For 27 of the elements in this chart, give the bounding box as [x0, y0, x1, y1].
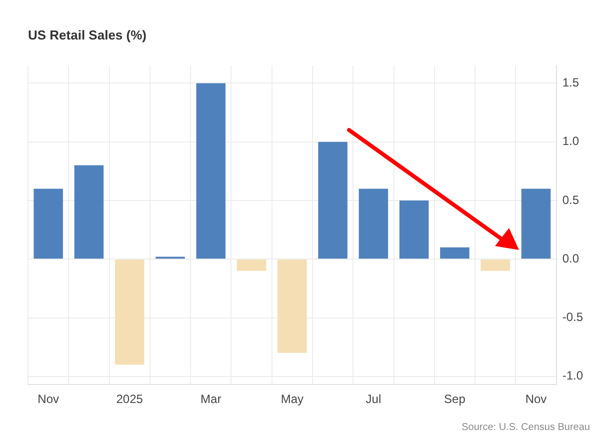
- x-tick-label: Sep: [444, 392, 466, 406]
- bar: [399, 200, 429, 259]
- bar: [521, 188, 551, 259]
- x-tick-label: Jul: [366, 392, 382, 406]
- bar: [440, 247, 470, 259]
- bar: [236, 260, 266, 271]
- y-tick-label: -0.5: [562, 310, 584, 324]
- x-tick-label: 2025: [116, 392, 144, 406]
- chart-title: US Retail Sales (%): [28, 27, 146, 42]
- y-tick-label: 0.0: [562, 251, 580, 266]
- x-tick-label: Nov: [38, 392, 59, 406]
- bar: [114, 260, 144, 365]
- bar: [34, 188, 63, 259]
- y-tick-label: -1.0: [562, 368, 584, 383]
- y-tick-label: 1.5: [562, 76, 580, 90]
- bar: [278, 260, 307, 353]
- bar: [358, 188, 388, 259]
- bar: [480, 260, 510, 271]
- bar: [196, 83, 226, 259]
- y-tick-label: 0.5: [562, 192, 580, 207]
- y-tick-label: 1.0: [562, 134, 580, 148]
- bar: [74, 165, 104, 259]
- x-tick-label: Mar: [200, 392, 222, 406]
- bar: [318, 142, 348, 259]
- source-note: Source: U.S. Census Bureau: [462, 422, 590, 433]
- x-tick-label: May: [280, 392, 304, 406]
- x-tick-label: Nov: [525, 392, 547, 406]
